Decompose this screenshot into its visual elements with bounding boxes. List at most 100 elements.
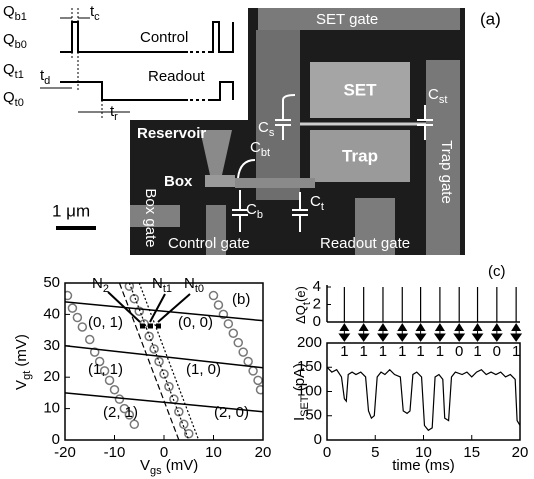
x-tick-label: -20	[54, 444, 76, 461]
data-point	[114, 394, 125, 404]
arrow-down	[357, 327, 370, 342]
x-tick-label: 0	[323, 444, 331, 461]
y-axis-label-sub: t	[301, 302, 313, 305]
y-axis-label: Vgt (mV)	[13, 334, 33, 390]
capacitor-label-sub: st	[439, 94, 448, 106]
y-axis-label: ISET (pA)	[291, 363, 311, 421]
region-label: (2, 1)	[103, 404, 138, 421]
data-point	[85, 334, 95, 345]
y-axis-label: ΔQt(e)	[293, 286, 312, 324]
timing-label-base: Q	[3, 3, 15, 20]
timing-label-sub: b1	[15, 11, 27, 23]
data-point	[154, 356, 164, 367]
data-point	[248, 366, 258, 376]
panel-label: (b)	[232, 291, 250, 308]
data-point	[129, 419, 140, 430]
data-point	[208, 290, 219, 301]
data-point	[255, 385, 263, 395]
state-label: 1	[473, 343, 481, 360]
capacitor-label-base: C	[250, 139, 261, 156]
capacitor-label-base: C	[310, 193, 321, 210]
timing-label-sub: d	[44, 75, 50, 87]
timing-label: tc	[90, 3, 100, 23]
x-tick-label: 20	[255, 444, 272, 461]
capacitor-label: Cb	[246, 201, 263, 221]
line	[118, 283, 180, 440]
timing-label-base: t	[110, 103, 115, 120]
capacitor-label-base: C	[428, 86, 439, 103]
timing-label-base: Q	[3, 61, 15, 78]
y-tick-label: 40	[43, 305, 60, 322]
y-tick-label: 0	[314, 431, 322, 448]
region-label: (0, 0)	[178, 314, 213, 331]
state-label: 1	[359, 343, 367, 360]
state-label: 0	[455, 343, 463, 360]
readout-label: Readout	[148, 68, 206, 85]
line	[65, 345, 263, 369]
trap-label: Trap	[342, 146, 378, 165]
data-point	[94, 356, 105, 367]
capacitor-label: Cst	[428, 86, 447, 106]
x-axis-label: time (ms)	[392, 457, 455, 474]
capacitor-label: Cbt	[250, 139, 270, 159]
state-label: 1	[416, 343, 424, 360]
data-point	[72, 312, 83, 323]
y-tick-label: 50	[305, 407, 322, 424]
set-label: SET	[343, 80, 377, 99]
data-point	[223, 319, 234, 329]
box-gate-label: Box gate	[142, 188, 159, 247]
y-axis-label-base: V	[13, 380, 30, 390]
trap-gate-label: Trap gate	[438, 140, 455, 204]
marker-label: Nt1	[152, 275, 172, 295]
timing-label-sub: b0	[15, 39, 27, 51]
data-point	[124, 283, 135, 291]
x-axis-label-rest: (mV)	[162, 457, 199, 474]
timing-diagram	[40, 8, 234, 120]
timing-label: tr	[110, 103, 118, 123]
data-point	[109, 385, 120, 395]
y-tick-label: 150	[297, 358, 322, 375]
arrow-down	[338, 327, 351, 342]
panel-label: (a)	[480, 9, 501, 28]
y-tick-label: 0	[52, 431, 60, 448]
data-point	[159, 369, 169, 379]
y-tick-label: 200	[297, 334, 322, 351]
readout-gate-label: Readout gate	[320, 235, 410, 252]
x-tick-label: 20	[512, 444, 529, 461]
timing-label-base: Q	[3, 31, 15, 48]
marker-label-base: N	[152, 275, 163, 292]
reservoir-label: Reservoir	[137, 125, 206, 142]
capacitor-label: Ct	[310, 193, 324, 213]
trace	[326, 366, 521, 432]
capacitor-label-sub: s	[269, 127, 275, 139]
region-label: (1, 0)	[186, 361, 221, 378]
region-label: (2, 0)	[214, 404, 249, 421]
arrow-down	[490, 327, 503, 342]
state-label: 1	[398, 343, 406, 360]
box-label: Box	[164, 173, 193, 190]
timing-label-sub: c	[94, 11, 100, 23]
capacitor-label: Cs	[258, 119, 275, 139]
arrow-down	[396, 327, 409, 342]
state-label: 1	[512, 343, 520, 360]
timing-label: Qt1	[3, 61, 24, 81]
data-point	[243, 356, 253, 367]
y-axis-label-base: I	[291, 417, 308, 421]
x-tick-label: 10	[205, 444, 222, 461]
timing-label: td	[40, 67, 50, 87]
y-tick-label: 10	[43, 400, 60, 417]
timing-label: Qb1	[3, 3, 27, 23]
region-label: (0, 1)	[88, 314, 123, 331]
data-point	[233, 337, 243, 348]
control-label: Control	[140, 29, 188, 46]
marker-label-base: N	[92, 275, 103, 292]
y-tick-label: 20	[43, 368, 60, 385]
capacitor-label-sub: t	[321, 201, 324, 213]
data-point	[65, 290, 73, 301]
capacitor-label-sub: bt	[261, 147, 270, 159]
arrows	[107, 291, 191, 323]
x-tick-label: 15	[463, 444, 480, 461]
x-axis-label: Vgs (mV)	[140, 457, 198, 477]
marker-label-sub: t0	[195, 283, 204, 295]
